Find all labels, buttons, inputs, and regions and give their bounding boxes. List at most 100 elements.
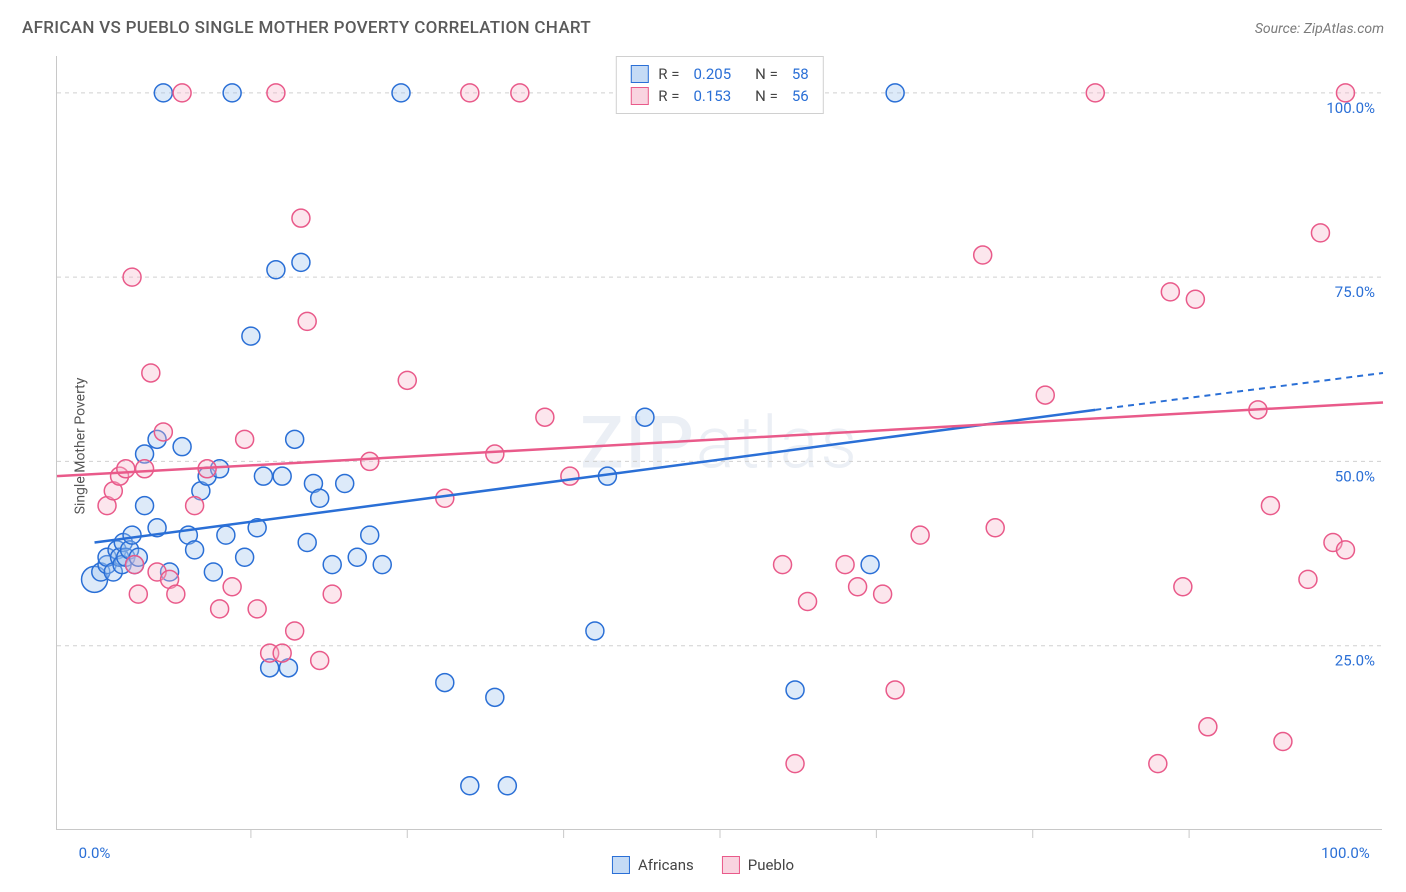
- stat-row: R =0.153N =56: [630, 85, 808, 107]
- legend-item: Pueblo: [722, 856, 794, 874]
- series-swatch: [630, 87, 648, 105]
- scatter-point: [1161, 283, 1179, 301]
- x-tick-label: 0.0%: [79, 844, 111, 862]
- chart-header: AFRICAN VS PUEBLO SINGLE MOTHER POVERTY …: [22, 18, 1384, 38]
- r-label: R =: [658, 87, 679, 105]
- scatter-point: [1311, 224, 1329, 242]
- legend-swatch: [612, 856, 630, 874]
- scatter-point: [1086, 84, 1104, 102]
- scatter-point: [974, 246, 992, 264]
- r-label: R =: [658, 65, 679, 83]
- legend-item: Africans: [612, 856, 694, 874]
- scatter-point: [561, 467, 579, 485]
- scatter-point: [886, 681, 904, 699]
- scatter-point: [154, 423, 172, 441]
- n-label: N =: [755, 65, 778, 83]
- series-swatch: [630, 65, 648, 83]
- scatter-point: [986, 519, 1004, 537]
- scatter-point: [1336, 84, 1354, 102]
- n-value: 58: [792, 65, 809, 83]
- scatter-point: [1336, 541, 1354, 559]
- source-label: Source: ZipAtlas.com: [1255, 21, 1384, 37]
- series-legend: Africans Pueblo: [612, 856, 794, 874]
- scatter-point: [336, 475, 354, 493]
- scatter-point: [292, 253, 310, 271]
- scatter-point: [323, 556, 341, 574]
- scatter-point: [136, 497, 154, 515]
- scatter-point: [273, 467, 291, 485]
- scatter-point: [511, 84, 529, 102]
- correlation-stats-box: R =0.205N =58R =0.153N =56: [615, 56, 823, 114]
- scatter-point: [1186, 290, 1204, 308]
- scatter-point: [799, 592, 817, 610]
- scatter-point: [536, 408, 554, 426]
- y-tick-label: 100.0%: [1326, 99, 1375, 117]
- scatter-point: [223, 84, 241, 102]
- plot-area: ZIPatlas 25.0%50.0%75.0%100.0%0.0%100.0%…: [56, 56, 1382, 830]
- scatter-point: [173, 84, 191, 102]
- scatter-point: [1174, 578, 1192, 596]
- scatter-point: [323, 585, 341, 603]
- scatter-point: [117, 460, 135, 478]
- scatter-point: [292, 209, 310, 227]
- scatter-point: [361, 452, 379, 470]
- scatter-point: [142, 364, 160, 382]
- chart-title: AFRICAN VS PUEBLO SINGLE MOTHER POVERTY …: [22, 18, 591, 38]
- scatter-point: [186, 497, 204, 515]
- scatter-point: [236, 430, 254, 448]
- scatter-point: [1299, 570, 1317, 588]
- n-value: 56: [792, 87, 809, 105]
- stat-row: R = 0.205 N = 58: [630, 63, 808, 85]
- scatter-point: [123, 526, 141, 544]
- scatter-point: [248, 600, 266, 618]
- scatter-point: [911, 526, 929, 544]
- scatter-point: [436, 489, 454, 507]
- scatter-point: [136, 460, 154, 478]
- scatter-point: [267, 261, 285, 279]
- scatter-point: [273, 644, 291, 662]
- scatter-point: [1261, 497, 1279, 515]
- scatter-point: [311, 489, 329, 507]
- scatter-point: [298, 534, 316, 552]
- trend-line: [57, 402, 1383, 476]
- scatter-point: [461, 84, 479, 102]
- r-value: 0.205: [693, 65, 731, 83]
- scatter-point: [129, 585, 147, 603]
- scatter-point: [373, 556, 391, 574]
- scatter-point: [586, 622, 604, 640]
- scatter-point: [861, 556, 879, 574]
- scatter-point: [286, 430, 304, 448]
- scatter-point: [236, 548, 254, 566]
- plot-svg: 25.0%50.0%75.0%100.0%0.0%100.0%: [57, 56, 1382, 829]
- scatter-point: [267, 84, 285, 102]
- scatter-point: [786, 755, 804, 773]
- scatter-point: [849, 578, 867, 596]
- scatter-point: [154, 84, 172, 102]
- scatter-point: [123, 268, 141, 286]
- legend-label: Africans: [638, 856, 694, 874]
- scatter-point: [211, 600, 229, 618]
- scatter-point: [774, 556, 792, 574]
- scatter-point: [348, 548, 366, 566]
- scatter-point: [636, 408, 654, 426]
- scatter-point: [486, 688, 504, 706]
- y-tick-label: 50.0%: [1335, 467, 1375, 485]
- scatter-point: [217, 526, 235, 544]
- scatter-point: [126, 556, 144, 574]
- scatter-point: [204, 563, 222, 581]
- chart-container: AFRICAN VS PUEBLO SINGLE MOTHER POVERTY …: [0, 0, 1406, 892]
- scatter-point: [242, 327, 260, 345]
- scatter-point: [436, 674, 454, 692]
- scatter-point: [886, 84, 904, 102]
- scatter-point: [486, 445, 504, 463]
- y-tick-label: 25.0%: [1335, 652, 1375, 670]
- scatter-point: [173, 438, 191, 456]
- r-value: 0.153: [693, 87, 731, 105]
- scatter-point: [223, 578, 241, 596]
- scatter-point: [186, 541, 204, 559]
- scatter-point: [311, 651, 329, 669]
- scatter-point: [498, 777, 516, 795]
- scatter-point: [836, 556, 854, 574]
- y-tick-label: 75.0%: [1335, 283, 1375, 301]
- scatter-point: [786, 681, 804, 699]
